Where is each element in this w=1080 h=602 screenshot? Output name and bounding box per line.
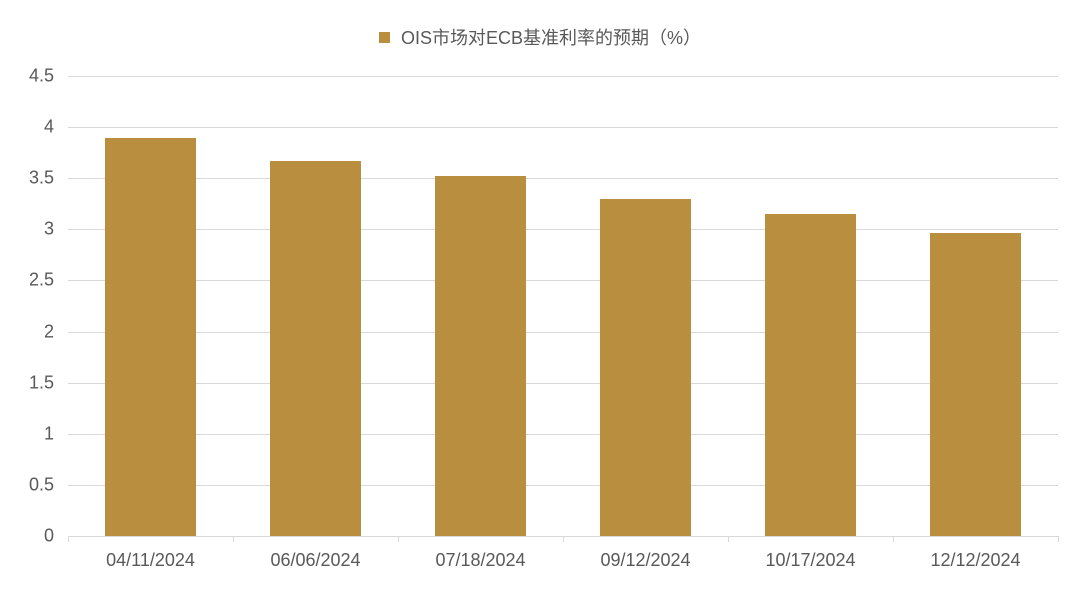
gridline bbox=[68, 229, 1058, 230]
gridline bbox=[68, 76, 1058, 77]
y-tick-label: 0.5 bbox=[29, 474, 68, 495]
x-tick bbox=[68, 536, 69, 542]
chart-legend: OIS市场对ECB基准利率的预期（%） bbox=[0, 24, 1080, 50]
y-tick-label: 3.5 bbox=[29, 168, 68, 189]
x-tick-label: 12/12/2024 bbox=[930, 536, 1020, 571]
x-tick-label: 04/11/2024 bbox=[106, 536, 195, 571]
plot-area: 00.511.522.533.544.504/11/202406/06/2024… bbox=[68, 76, 1058, 536]
x-tick bbox=[728, 536, 729, 542]
y-tick-label: 2.5 bbox=[29, 270, 68, 291]
bar bbox=[435, 176, 526, 536]
x-tick-label: 06/06/2024 bbox=[270, 536, 360, 571]
x-tick bbox=[563, 536, 564, 542]
x-tick bbox=[398, 536, 399, 542]
y-tick-label: 0 bbox=[44, 526, 68, 547]
x-tick-label: 09/12/2024 bbox=[600, 536, 690, 571]
y-tick-label: 1 bbox=[44, 423, 68, 444]
legend-marker-icon bbox=[379, 32, 390, 43]
gridline bbox=[68, 332, 1058, 333]
y-tick-label: 2 bbox=[44, 321, 68, 342]
x-tick bbox=[233, 536, 234, 542]
y-tick-label: 1.5 bbox=[29, 372, 68, 393]
x-tick bbox=[893, 536, 894, 542]
bar bbox=[600, 199, 691, 536]
y-tick-label: 3 bbox=[44, 219, 68, 240]
gridline bbox=[68, 383, 1058, 384]
x-tick-label: 10/17/2024 bbox=[765, 536, 855, 571]
gridline bbox=[68, 280, 1058, 281]
gridline bbox=[68, 434, 1058, 435]
y-tick-label: 4.5 bbox=[29, 66, 68, 87]
x-tick-label: 07/18/2024 bbox=[435, 536, 525, 571]
gridline bbox=[68, 485, 1058, 486]
x-tick bbox=[1058, 536, 1059, 542]
bar bbox=[765, 214, 856, 536]
y-tick-label: 4 bbox=[44, 117, 68, 138]
gridline bbox=[68, 127, 1058, 128]
ecb-rate-chart: OIS市场对ECB基准利率的预期（%） 00.511.522.533.544.5… bbox=[0, 0, 1080, 602]
bar bbox=[270, 161, 361, 536]
legend-label: OIS市场对ECB基准利率的预期（%） bbox=[401, 28, 701, 48]
bar bbox=[105, 138, 196, 536]
bar bbox=[930, 233, 1021, 536]
gridline bbox=[68, 178, 1058, 179]
